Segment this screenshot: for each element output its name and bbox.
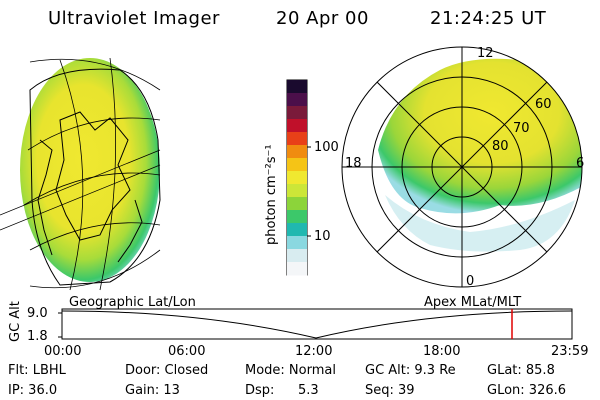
timeline-plot <box>58 308 573 340</box>
longitude-line <box>0 164 161 231</box>
latitude-line <box>27 117 161 151</box>
latitude-line <box>23 172 161 206</box>
colorbar-segment <box>287 106 307 120</box>
colorbar-segment <box>287 80 307 94</box>
filter-value: Flt: LBHL <box>8 363 66 378</box>
geographic-projection <box>0 57 161 291</box>
colorbar-segment <box>287 145 307 159</box>
colorbar-tick-label: 10 <box>314 229 331 244</box>
colorbar-segments <box>287 80 307 276</box>
longitude-line <box>99 57 117 291</box>
mlat-label: 70 <box>513 121 530 136</box>
time-label: 21:24:25 UT <box>430 8 547 29</box>
longitude-line <box>0 149 161 216</box>
ip-value: IP: 36.0 <box>8 383 58 398</box>
auroral-oval <box>378 58 582 214</box>
glat-value: GLat: 85.8 <box>487 363 555 378</box>
limb-outline <box>29 58 161 289</box>
colorbar-segment <box>287 93 307 107</box>
colorbar-segment <box>287 249 307 263</box>
coastline-east <box>117 199 143 263</box>
coastline-outline <box>29 68 161 286</box>
gc-alt-axis-title: GC Alt <box>8 301 23 342</box>
mlat-label: 60 <box>535 97 552 112</box>
dsp-label: Dsp: <box>245 383 275 398</box>
colorbar-segment <box>287 236 307 250</box>
longitude-line <box>59 59 84 291</box>
colorbar-tick-label: 100 <box>314 140 339 155</box>
dsp-value: 5.3 <box>298 383 319 398</box>
date-label: 20 Apr 00 <box>276 8 369 29</box>
colorbar <box>286 79 311 276</box>
mlt-label-noon: 12 <box>477 46 494 61</box>
gc-alt-value: GC Alt: 9.3 Re <box>365 363 456 378</box>
geographic-label: Geographic Lat/Lon <box>69 295 196 310</box>
x-tick-label: 00:00 <box>44 344 82 359</box>
colorbar-segment <box>287 223 307 237</box>
colorbar-segment <box>287 210 307 224</box>
continent-outline <box>55 111 131 241</box>
latitude-line <box>29 222 161 251</box>
glon-value: GLon: 326.6 <box>487 383 567 398</box>
mlt-label-midnight: 0 <box>466 274 475 289</box>
door-status: Door: Closed <box>125 363 209 378</box>
colorbar-segment <box>287 132 307 146</box>
app-title: Ultraviolet Imager <box>48 8 220 29</box>
colorbar-segment <box>287 119 307 133</box>
mlt-label-dawn: 6 <box>576 156 585 171</box>
gain-value: Gain: 13 <box>125 383 180 398</box>
colorbar-segment <box>287 158 307 172</box>
y-tick-label: 9.0 <box>27 306 48 321</box>
x-tick-label: 23:59 <box>551 344 589 359</box>
mlt-label-dusk: 18 <box>345 156 362 171</box>
mode-value: Mode: Normal <box>245 363 336 378</box>
sequence-value: Seq: 39 <box>365 383 415 398</box>
mlt-diagonal <box>376 81 548 253</box>
timeline-frame <box>61 308 573 340</box>
apex-label: Apex MLat/MLT <box>424 295 522 310</box>
polar-plot <box>341 46 583 288</box>
auroral-fringe <box>385 195 575 252</box>
y-tick-label: 1.8 <box>27 329 48 344</box>
x-tick-label: 12:00 <box>295 344 333 359</box>
x-tick-label: 18:00 <box>423 344 461 359</box>
colorbar-unit-label: photon cm⁻²s⁻¹ <box>264 144 279 245</box>
colorbar-segment <box>287 171 307 185</box>
colorbar-segment <box>287 262 307 276</box>
x-tick-label: 06:00 <box>168 344 206 359</box>
auroral-emission-left <box>20 58 160 282</box>
colorbar-segment <box>287 184 307 198</box>
colorbar-segment <box>287 197 307 211</box>
mlat-label: 80 <box>492 139 509 154</box>
coastline-west <box>37 139 53 256</box>
altitude-curve <box>61 310 573 339</box>
